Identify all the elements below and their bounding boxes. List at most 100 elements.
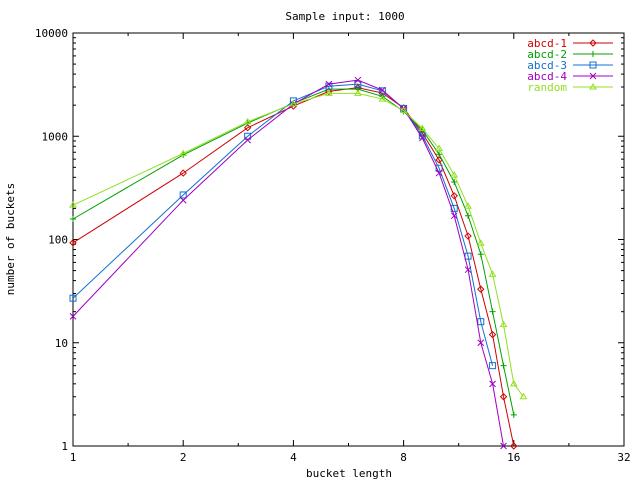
legend-item-abcd-4: abcd-4 bbox=[527, 70, 613, 83]
data-point bbox=[69, 313, 77, 320]
series-line-abcd-4 bbox=[72, 79, 504, 447]
legend-marker bbox=[589, 39, 597, 47]
legend-label: abcd-4 bbox=[527, 70, 567, 83]
data-point bbox=[489, 380, 496, 388]
data-point bbox=[488, 270, 497, 277]
data-point bbox=[379, 86, 386, 94]
series-line-abcd-2 bbox=[72, 88, 515, 416]
x-tick-label: 1 bbox=[70, 451, 77, 464]
data-point bbox=[450, 212, 458, 220]
y-axis-label: number of buckets bbox=[4, 183, 17, 296]
x-tick-label: 32 bbox=[617, 451, 630, 464]
data-point bbox=[353, 89, 362, 96]
data-point bbox=[378, 95, 387, 102]
x-tick-label: 2 bbox=[180, 451, 187, 464]
data-point bbox=[324, 89, 333, 96]
x-tick-label: 8 bbox=[400, 451, 407, 464]
legend-item-random: random bbox=[527, 81, 613, 94]
tick-labels: 1 2 4 8 16 32 1 10 100 1000 10000 bbox=[35, 27, 631, 464]
data-point bbox=[499, 320, 508, 328]
y-tick-label: 10 bbox=[55, 337, 68, 350]
data-point bbox=[488, 330, 497, 339]
legend-marker bbox=[589, 83, 597, 90]
data-point bbox=[179, 149, 188, 157]
legend-item-abcd-1: abcd-1 bbox=[527, 37, 613, 50]
data-point bbox=[465, 212, 472, 219]
x-tick-label: 4 bbox=[290, 451, 297, 464]
data-point bbox=[243, 117, 252, 125]
data-point bbox=[244, 136, 252, 144]
legend-item-abcd-2: abcd-2 bbox=[527, 48, 613, 61]
legend-label: abcd-1 bbox=[527, 37, 567, 50]
x-tick-label: 16 bbox=[507, 451, 520, 464]
data-point bbox=[418, 124, 427, 131]
legend-marker bbox=[589, 61, 597, 69]
series-abcd-1 bbox=[69, 83, 518, 450]
data-point bbox=[464, 266, 472, 274]
data-point bbox=[489, 308, 496, 315]
data-point bbox=[435, 144, 443, 152]
data-point bbox=[500, 362, 507, 369]
data-point bbox=[378, 87, 386, 95]
chart-title: Sample input: 1000 bbox=[285, 10, 404, 23]
data-point bbox=[399, 106, 408, 114]
y-tick-label: 10000 bbox=[35, 27, 68, 40]
legend-marker bbox=[590, 51, 596, 57]
x-axis-label: bucket length bbox=[306, 467, 392, 480]
data-point bbox=[519, 392, 528, 400]
data-point bbox=[477, 318, 485, 326]
data-point bbox=[500, 442, 507, 450]
data-point bbox=[450, 171, 459, 178]
series-line-random bbox=[72, 92, 524, 397]
data-point bbox=[435, 164, 443, 172]
y-tick-label: 1 bbox=[61, 440, 68, 453]
data-point bbox=[510, 411, 517, 418]
series-abcd-2 bbox=[70, 86, 517, 418]
data-point bbox=[179, 169, 187, 177]
y-tick-label: 1000 bbox=[42, 130, 69, 143]
series-abcd-4 bbox=[69, 76, 507, 450]
data-point bbox=[179, 196, 187, 204]
data-point bbox=[435, 156, 443, 164]
series-line-abcd-1 bbox=[72, 87, 515, 447]
data-point bbox=[179, 191, 187, 199]
series-line-abcd-3 bbox=[72, 83, 494, 366]
data-point bbox=[476, 239, 485, 246]
data-point bbox=[477, 251, 484, 258]
y-tick-label: 100 bbox=[48, 234, 68, 247]
legend-marker bbox=[589, 72, 597, 80]
data-point bbox=[435, 169, 443, 177]
legend-label: abcd-2 bbox=[527, 48, 567, 61]
data-point bbox=[354, 80, 362, 88]
plot-frame bbox=[72, 32, 625, 447]
data-point bbox=[70, 215, 76, 222]
data-point bbox=[509, 379, 518, 387]
legend-label: random bbox=[527, 81, 567, 94]
data-point bbox=[477, 339, 485, 347]
data-point bbox=[464, 232, 472, 240]
data-point bbox=[477, 285, 485, 293]
series-layer bbox=[69, 76, 528, 450]
data-point bbox=[69, 294, 77, 302]
series-random bbox=[69, 89, 528, 400]
data-point bbox=[69, 239, 77, 247]
legend-label: abcd-3 bbox=[527, 59, 567, 72]
data-point bbox=[354, 76, 362, 84]
data-point bbox=[69, 201, 77, 208]
data-point bbox=[451, 179, 458, 186]
axis-ticks bbox=[72, 32, 625, 447]
data-point bbox=[244, 132, 252, 140]
legend-item-abcd-3: abcd-3 bbox=[527, 59, 613, 72]
data-point bbox=[510, 442, 518, 450]
data-point bbox=[450, 192, 458, 200]
data-point bbox=[499, 393, 508, 401]
series-abcd-3 bbox=[69, 80, 497, 370]
data-point bbox=[489, 362, 497, 370]
data-point bbox=[243, 123, 252, 132]
data-point bbox=[436, 151, 443, 158]
data-point bbox=[464, 202, 472, 209]
data-point bbox=[418, 134, 426, 142]
data-point bbox=[289, 99, 298, 107]
